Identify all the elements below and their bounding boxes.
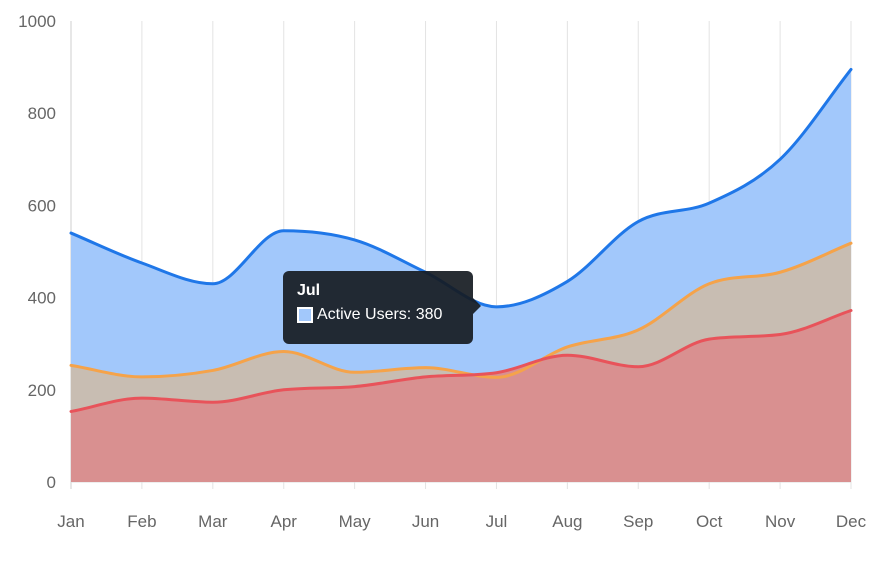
y-tick-label: 200: [28, 381, 56, 400]
x-tick-label: May: [339, 512, 372, 531]
axes: 0 200 400 600 800 1000 Jan Feb Mar Apr May Jun Jul Au…: [18, 12, 866, 531]
tooltip-caret: [473, 298, 481, 314]
tooltip: Jul Active Users: 380: [283, 271, 473, 344]
y-tick-label: 1000: [18, 12, 56, 31]
x-tick-label: Jul: [486, 512, 508, 531]
series-line-3[interactable]: [69, 309, 853, 413]
x-tick-label: Dec: [836, 512, 867, 531]
x-tick-label: Mar: [198, 512, 228, 531]
x-tick-label: Apr: [270, 512, 297, 531]
x-tick-label: Jun: [412, 512, 439, 531]
tooltip-label: Active Users: 380: [317, 306, 443, 323]
x-tick-label: Nov: [765, 512, 796, 531]
x-tick-label: Oct: [696, 512, 723, 531]
tooltip-swatch: [297, 307, 313, 323]
y-tick-label: 0: [47, 473, 56, 492]
y-tick-label: 400: [28, 289, 56, 308]
y-tick-label: 600: [28, 196, 56, 215]
x-tick-label: Aug: [552, 512, 582, 531]
x-tick-label: Jan: [57, 512, 84, 531]
areas: [71, 69, 851, 483]
x-tick-label: Feb: [127, 512, 156, 531]
tooltip-row: Active Users: 380: [297, 306, 459, 324]
tooltip-title: Jul: [297, 282, 321, 299]
x-tick-label: Sep: [623, 512, 653, 531]
series-area-3: [71, 310, 851, 482]
y-tick-label: 800: [28, 104, 56, 123]
